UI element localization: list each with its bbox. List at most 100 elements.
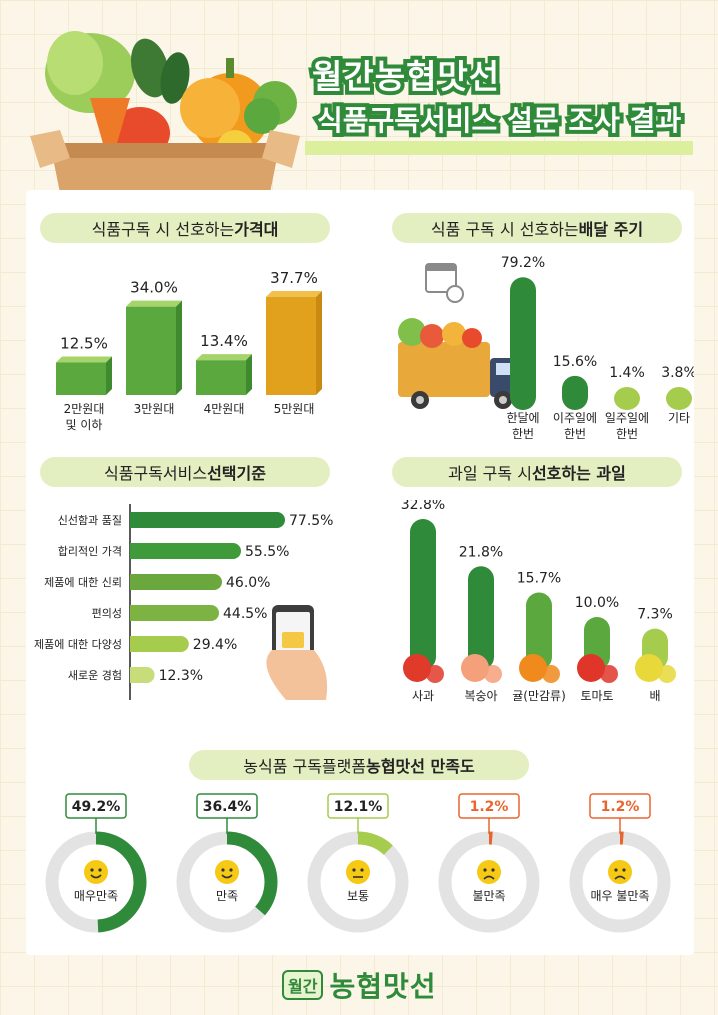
criteria-bar-base bbox=[130, 667, 140, 683]
smartphone-hand-icon bbox=[266, 605, 328, 700]
delivery-value-label: 1.4% bbox=[609, 365, 645, 381]
criteria-value-label: 44.5% bbox=[223, 606, 267, 622]
price-bar-side bbox=[316, 290, 322, 395]
delivery-value-label: 3.8% bbox=[661, 365, 694, 381]
price-bar bbox=[266, 296, 316, 395]
price-value-label: 37.7% bbox=[270, 269, 318, 287]
vegetable-box-illustration bbox=[30, 31, 300, 193]
face-icon bbox=[346, 860, 370, 884]
face-mouth bbox=[221, 874, 233, 879]
satisfaction-value-label: 36.4% bbox=[203, 799, 252, 815]
criteria-value-label: 46.0% bbox=[226, 575, 270, 591]
satisfaction-callout-box bbox=[196, 793, 258, 819]
price-bar-top bbox=[56, 356, 112, 363]
face-eye-right bbox=[491, 868, 495, 872]
delivery-bar bbox=[666, 387, 692, 410]
delivery-category-label: 한달에 한번 bbox=[506, 411, 539, 441]
fruit-icon-small bbox=[484, 665, 502, 683]
fruit-icon bbox=[635, 654, 663, 682]
satisfaction-ring-value bbox=[45, 831, 147, 933]
criteria-category-label: 제품에 대한 다양성 bbox=[34, 638, 122, 651]
criteria-category-label: 신선함과 품질 bbox=[58, 514, 122, 527]
fruit-value-label: 10.0% bbox=[575, 595, 619, 611]
logo-badge: 월간 bbox=[282, 970, 324, 1000]
criteria-value-label: 29.4% bbox=[193, 637, 237, 653]
criteria-title-b: 선택기준 bbox=[207, 464, 266, 483]
face-eye-left bbox=[352, 868, 356, 872]
satisfaction-category-label: 매우 불만족 bbox=[590, 889, 649, 903]
fruit-bar-chart: 32.8% 사과 21.8% 복숭아 15.7% 귤(만감류) 10.0% 토마토 7.3% 배 bbox=[401, 500, 676, 703]
delivery-category-label: 기타 bbox=[668, 411, 690, 425]
fruit-value-label: 32.8% bbox=[401, 500, 445, 513]
criteria-bar bbox=[130, 636, 189, 652]
face-eye-left bbox=[614, 868, 618, 872]
fruit-icon-small bbox=[542, 665, 560, 683]
price-bar-side bbox=[246, 354, 252, 395]
satisfaction-title-b: 농협맛선 만족도 bbox=[366, 757, 475, 776]
price-bar bbox=[196, 360, 246, 395]
fruit-title-b: 선호하는 과일 bbox=[531, 464, 626, 483]
satisfaction-category-label: 매우만족 bbox=[74, 889, 118, 903]
satisfaction-category-label: 보통 bbox=[347, 889, 369, 903]
delivery-category-label: 이주일에 한번 bbox=[553, 411, 597, 441]
price-bar-top bbox=[126, 300, 182, 307]
fruit-value-label: 21.8% bbox=[459, 544, 503, 560]
criteria-bar-chart: 신선함과 품질 77.5% 합리적인 가격 55.5% 제품에 대한 신뢰 46.0% 편의… bbox=[34, 504, 333, 700]
fruit-value-label: 15.7% bbox=[517, 570, 561, 586]
face-eye-right bbox=[98, 868, 102, 872]
fruit-icon-small bbox=[426, 665, 444, 683]
face-icon bbox=[608, 860, 632, 884]
delivery-bar-chart: 79.2% 한달에 한번 15.6% 이주일에 한번 1.4% 일주일에 한번 3.8% 기타 bbox=[398, 255, 694, 441]
price-category-label: 5만원대 bbox=[274, 402, 315, 416]
delivery-value-label: 79.2% bbox=[501, 255, 545, 271]
footer-logo: 월간 농협맛선 bbox=[282, 965, 437, 1005]
price-title-a: 식품구독 시 선호하는 bbox=[91, 220, 235, 239]
fruit-category-label: 사과 bbox=[412, 689, 434, 703]
criteria-bar bbox=[130, 605, 219, 621]
price-value-label: 34.0% bbox=[130, 279, 178, 297]
price-bar-side bbox=[106, 356, 112, 395]
criteria-bar-base bbox=[130, 605, 140, 621]
criteria-bar-base bbox=[130, 512, 140, 528]
satisfaction-callout-box bbox=[327, 793, 389, 819]
main-subtitle: 식품구독서비스 설문 조사 결과 bbox=[305, 101, 694, 155]
delivery-bar bbox=[614, 387, 640, 410]
price-section-title: 식품구독 시 선호하는 가격대 bbox=[40, 213, 330, 243]
price-bar-top bbox=[266, 290, 322, 297]
price-bar-side bbox=[176, 300, 182, 395]
face-eye-left bbox=[483, 868, 487, 872]
price-bar bbox=[126, 306, 176, 395]
delivery-value-label: 15.6% bbox=[553, 354, 597, 370]
content-panel: 식품구독 시 선호하는 가격대 식품 구독 시 선호하는 배달 주기 식품구독서… bbox=[26, 190, 694, 955]
criteria-bar bbox=[130, 574, 222, 590]
satisfaction-title-a: 농식품 구독플랫폼 bbox=[243, 757, 367, 776]
criteria-category-label: 새로운 경험 bbox=[68, 669, 122, 682]
satisfaction-ring-value bbox=[569, 831, 671, 933]
criteria-category-label: 합리적인 가격 bbox=[58, 545, 122, 558]
criteria-title-a: 식품구독서비스 bbox=[104, 464, 208, 483]
criteria-value-label: 77.5% bbox=[289, 513, 333, 529]
criteria-section-title: 식품구독서비스 선택기준 bbox=[40, 457, 330, 487]
delivery-section-title: 식품 구독 시 선호하는 배달 주기 bbox=[392, 213, 682, 243]
fruit-category-label: 배 bbox=[649, 689, 660, 703]
criteria-bar-base bbox=[130, 574, 140, 590]
fruit-icon bbox=[461, 654, 489, 682]
criteria-bar bbox=[130, 512, 285, 528]
price-bar-top bbox=[196, 354, 252, 361]
face-eye-right bbox=[229, 868, 233, 872]
fruit-category-label: 복숭아 bbox=[464, 689, 497, 703]
satisfaction-value-label: 1.2% bbox=[601, 799, 640, 815]
fruit-bar bbox=[468, 566, 494, 670]
fruit-title-a: 과일 구독 시 bbox=[448, 464, 532, 483]
fruit-icon bbox=[403, 654, 431, 682]
fruit-icon bbox=[577, 654, 605, 682]
delivery-title-b: 배달 주기 bbox=[578, 220, 644, 239]
criteria-bar bbox=[130, 543, 241, 559]
criteria-category-label: 편의성 bbox=[92, 607, 122, 620]
fruit-category-label: 귤(만감류) bbox=[512, 689, 566, 703]
price-value-label: 12.5% bbox=[60, 335, 108, 353]
fruit-bar bbox=[526, 592, 552, 670]
satisfaction-ring-value bbox=[307, 831, 409, 933]
satisfaction-callout-box bbox=[589, 793, 651, 819]
logo-brand: 농협맛선 bbox=[329, 970, 437, 1003]
